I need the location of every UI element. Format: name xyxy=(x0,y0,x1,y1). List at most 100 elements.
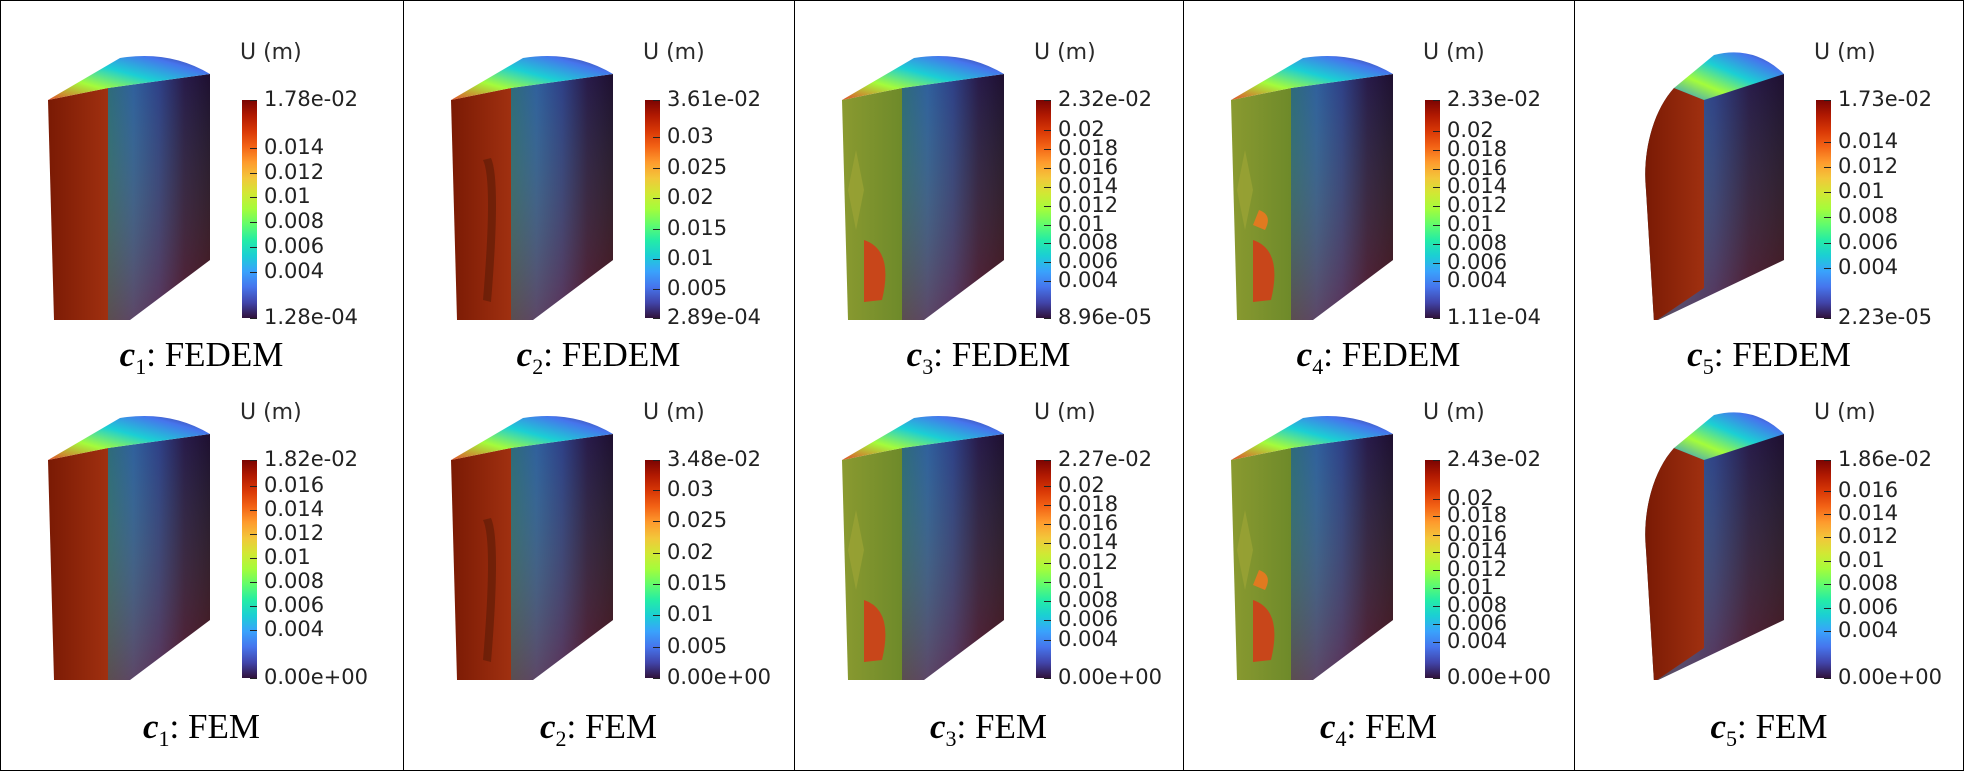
colorbar-tick-label: 0.004 xyxy=(264,258,325,283)
colorbar-tick-label: 0.016 xyxy=(1838,477,1899,502)
colorbar-tick-label: 0.004 xyxy=(1447,268,1508,293)
colorbar-tick xyxy=(1044,562,1051,564)
colorbar-tick-label: 0.01 xyxy=(264,184,311,209)
colorbar-tick xyxy=(1824,217,1831,219)
colorbar-tick-label: 0.012 xyxy=(264,521,325,546)
colorbar-tick xyxy=(250,558,257,560)
colorbar-tick-label: 0.014 xyxy=(1058,530,1119,555)
colorbar-max-label: 3.48e-02 xyxy=(667,447,761,471)
colorbar-tick-label: 0.018 xyxy=(1058,136,1119,161)
colorbar-tick-label: 0.006 xyxy=(264,593,325,618)
colorbar-tick-label: 0.004 xyxy=(264,617,325,642)
colorbar-tick xyxy=(250,271,257,273)
colorbar xyxy=(1425,460,1440,678)
colorbar-max-label: 1.73e-02 xyxy=(1838,87,1932,111)
colorbar-tick xyxy=(653,167,660,169)
colorbar-tick xyxy=(1044,243,1051,245)
colorbar-tick xyxy=(1433,570,1440,572)
colorbar-tick-label: 0.014 xyxy=(1838,500,1899,525)
colorbar-tick xyxy=(1044,485,1051,487)
colorbar xyxy=(1425,100,1440,318)
colorbar-tick xyxy=(1433,498,1440,500)
colorbar-tick xyxy=(250,678,257,679)
colorbar-tick xyxy=(1044,460,1051,461)
colorbar-tick-label: 0.006 xyxy=(1838,594,1899,619)
colorbar-tick xyxy=(250,100,257,101)
colorbar-tick xyxy=(1824,490,1831,492)
colorbar-tick xyxy=(1044,281,1051,283)
colorbar-tick xyxy=(1433,225,1440,227)
colorbar-tick xyxy=(1433,642,1440,644)
displacement-contour-plot xyxy=(1645,52,1784,320)
colorbar-tick-label: 0.006 xyxy=(1838,229,1899,254)
panel-caption: c3: FEDEM xyxy=(906,335,1071,379)
colorbar-tick-label: 0.018 xyxy=(1058,492,1119,517)
colorbar-tick-label: 0.006 xyxy=(1058,607,1119,632)
panel-caption: c4: FEM xyxy=(1320,707,1437,751)
colorbar-tick xyxy=(653,615,660,617)
colorbar-tick-label: 0.004 xyxy=(1838,618,1899,643)
colorbar-tick xyxy=(1433,281,1440,283)
displacement-contour-plot xyxy=(48,56,210,320)
colorbar-tick xyxy=(1433,130,1440,132)
colorbar-tick xyxy=(1044,639,1051,641)
colorbar-tick-label: 0.008 xyxy=(1838,571,1899,596)
colorbar-tick-label: 0.02 xyxy=(1447,485,1494,510)
colorbar-tick xyxy=(250,222,257,224)
colorbar-tick-label: 0.004 xyxy=(1838,254,1899,279)
colorbar-tick xyxy=(250,172,257,174)
colorbar-tick-label: 0.014 xyxy=(264,134,325,159)
colorbar-tick xyxy=(1433,262,1440,264)
result-panel: U (m) 2.32e-02 0.02 0.018 0.016 0.014 0.012 0.0… xyxy=(794,0,1183,379)
colorbar-tick-label: 0.03 xyxy=(667,124,714,149)
colorbar-tick xyxy=(653,646,660,648)
result-panel: U (m) 2.43e-02 0.02 0.018 0.016 0.014 0.012 0.0… xyxy=(1183,360,1574,751)
colorbar-tick xyxy=(1824,513,1831,515)
colorbar-min-label: 0.00e+00 xyxy=(1838,665,1942,689)
colorbar-tick xyxy=(1433,318,1440,319)
colorbar-tick xyxy=(1824,242,1831,244)
colorbar-tick xyxy=(1433,206,1440,208)
colorbar-max-label: 1.86e-02 xyxy=(1838,447,1932,471)
colorbar-tick-label: 0.01 xyxy=(1447,575,1494,600)
displacement-contour-plot xyxy=(48,416,210,680)
colorbar-tick xyxy=(1044,130,1051,132)
colorbar-tick xyxy=(1824,191,1831,193)
colorbar-tick xyxy=(250,318,257,319)
legend-title: U (m) xyxy=(643,400,705,425)
column-divider xyxy=(403,0,404,771)
colorbar-tick xyxy=(1044,186,1051,188)
colorbar-tick xyxy=(1433,460,1440,461)
colorbar-tick-label: 0.008 xyxy=(1447,593,1508,618)
colorbar-tick-label: 0.02 xyxy=(1058,117,1105,142)
colorbar-tick-label: 0.014 xyxy=(1447,539,1508,564)
panel-caption: c5: FEDEM xyxy=(1687,335,1851,379)
colorbar-tick-label: 0.01 xyxy=(1838,547,1885,572)
colorbar-min-label: 2.23e-05 xyxy=(1838,305,1932,329)
result-panel: U (m) 1.78e-02 0.014 0.012 0.01 0.008 0.006 0.0… xyxy=(0,0,403,379)
colorbar-tick xyxy=(1824,537,1831,539)
result-panel: U (m) 1.86e-02 0.016 0.014 0.012 0.01 0.008 0.0… xyxy=(1574,360,1964,751)
colorbar-tick xyxy=(653,100,660,101)
colorbar xyxy=(645,460,660,678)
colorbar-tick-label: 0.006 xyxy=(1447,611,1508,636)
colorbar-tick-label: 0.012 xyxy=(1058,192,1119,217)
colorbar-tick-label: 0.03 xyxy=(667,477,714,502)
colorbar-min-label: 1.11e-04 xyxy=(1447,305,1541,329)
colorbar-tick xyxy=(653,198,660,200)
colorbar-tick-label: 0.008 xyxy=(264,569,325,594)
panel-caption: c2: FEM xyxy=(540,707,657,751)
colorbar-tick-label: 0.008 xyxy=(1058,588,1119,613)
column-divider xyxy=(794,0,795,771)
colorbar-tick-label: 0.006 xyxy=(1058,249,1119,274)
colorbar-tick-label: 0.012 xyxy=(1447,193,1508,218)
colorbar-tick xyxy=(1824,141,1831,143)
column-divider xyxy=(1574,0,1575,771)
colorbar-tick xyxy=(1433,149,1440,151)
colorbar-tick-label: 0.012 xyxy=(1838,524,1899,549)
colorbar-tick xyxy=(1433,678,1440,679)
colorbar-tick-label: 0.01 xyxy=(1058,568,1105,593)
colorbar-tick xyxy=(1433,534,1440,536)
displacement-contour-plot xyxy=(1231,56,1393,320)
